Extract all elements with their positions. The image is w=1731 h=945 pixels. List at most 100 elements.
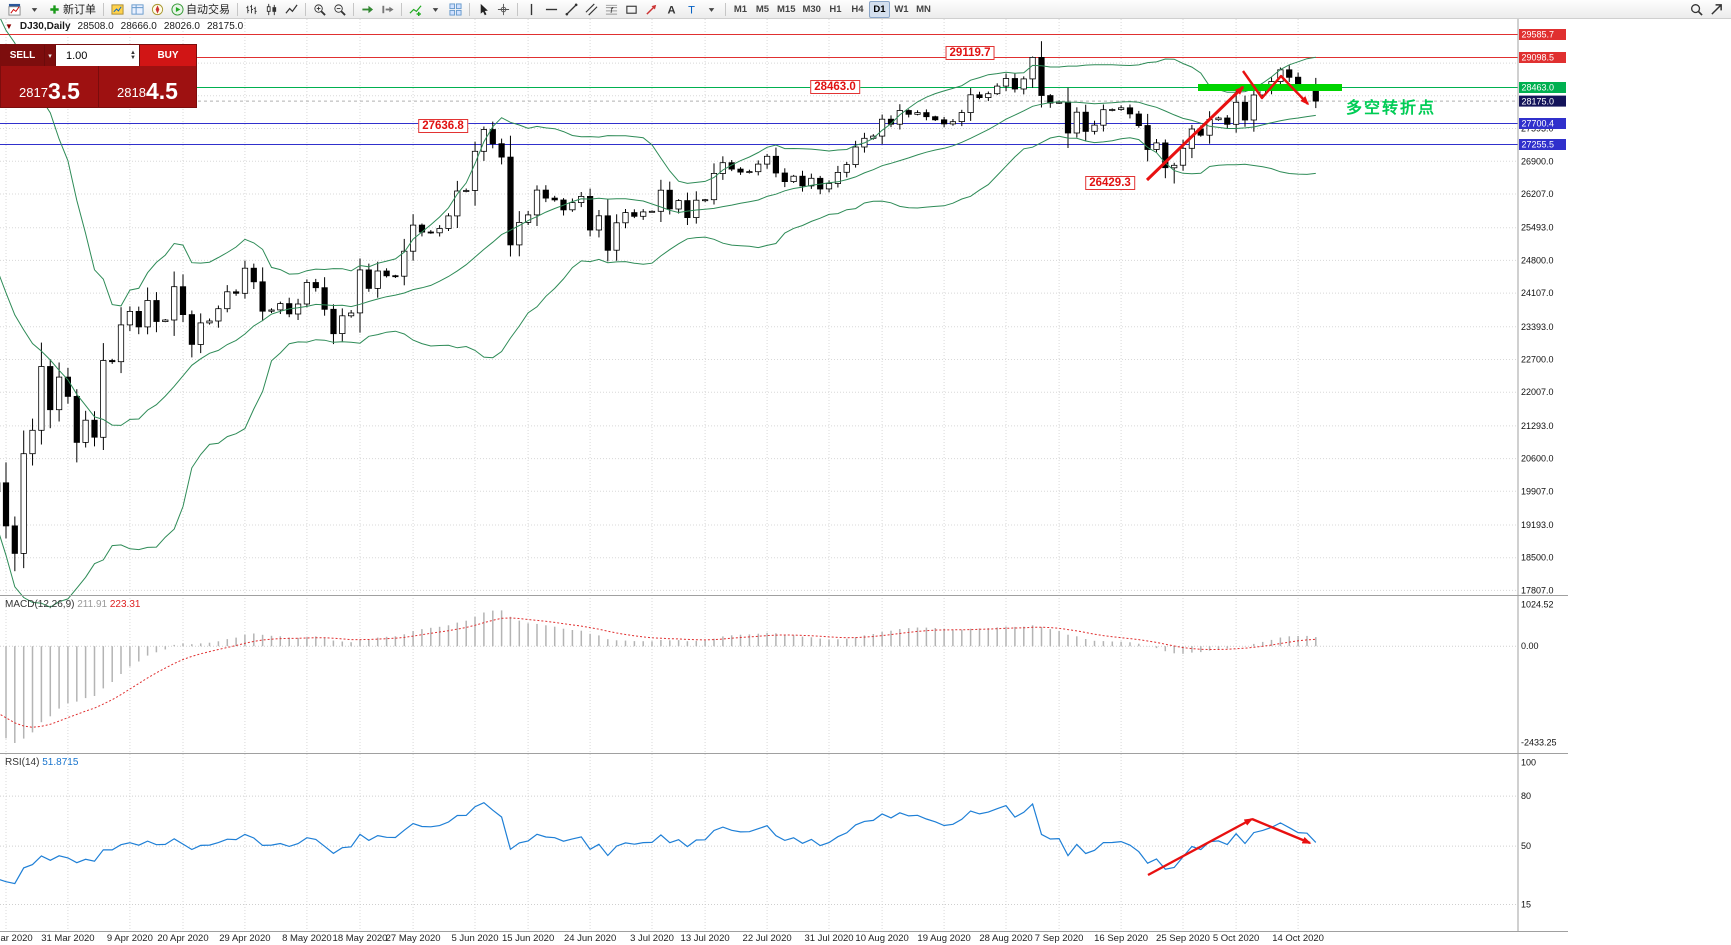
price-callout-28463.0[interactable]: 28463.0: [810, 80, 860, 94]
svg-text:19 Aug 2020: 19 Aug 2020: [917, 933, 970, 944]
timeframe-M15-button[interactable]: M15: [774, 1, 798, 18]
vertical-line-icon[interactable]: [522, 1, 541, 18]
buy-button[interactable]: BUY: [139, 45, 196, 66]
volume-up-icon[interactable]: ▲: [130, 49, 136, 56]
svg-text:31 Mar 2020: 31 Mar 2020: [41, 933, 94, 944]
zoom-in-icon[interactable]: [310, 1, 329, 18]
svg-text:26207.0: 26207.0: [1521, 189, 1554, 199]
trend-arrows[interactable]: [1145, 70, 1310, 182]
svg-text:A: A: [667, 4, 675, 15]
text-icon[interactable]: A: [662, 1, 681, 18]
trendline-icon[interactable]: [562, 1, 581, 18]
navigator-icon[interactable]: [148, 1, 167, 18]
horizontal-line-icon-glyph: [545, 3, 558, 16]
annotation-note-text[interactable]: 多空转折点: [1346, 100, 1437, 117]
timeframe-W1-button[interactable]: W1: [891, 1, 912, 18]
horizontal-line-icon[interactable]: [542, 1, 561, 18]
svg-text:29098.5: 29098.5: [1522, 53, 1555, 63]
collapse-trade-panel-icon[interactable]: ▼: [5, 22, 13, 31]
timeframe-M1-button[interactable]: M1: [730, 1, 751, 18]
shapes-icon-glyph: [625, 3, 638, 16]
svg-text:27255.5: 27255.5: [1522, 140, 1555, 150]
sell-price[interactable]: 2817 3.5: [1, 66, 99, 107]
symbol-period-label: DJ30,Daily: [19, 21, 71, 32]
text-label-icon[interactable]: T: [682, 1, 701, 18]
candlestick-chart-icon[interactable]: [262, 1, 281, 18]
timeframe-H1-button[interactable]: H1: [825, 1, 846, 18]
svg-text:22700.0: 22700.0: [1521, 355, 1554, 365]
timeframe-M30-button-label: M30: [802, 3, 821, 15]
svg-text:100: 100: [1521, 758, 1536, 768]
cursor-icon[interactable]: [474, 1, 493, 18]
zoom-out-icon[interactable]: [330, 1, 349, 18]
svg-text:15: 15: [1521, 900, 1531, 910]
svg-text:19193.0: 19193.0: [1521, 520, 1554, 530]
svg-text:14 Oct 2020: 14 Oct 2020: [1272, 933, 1324, 944]
toolbar-separator: [517, 2, 518, 16]
timeframe-M30-button[interactable]: M30: [799, 1, 823, 18]
macd-indicator-label: MACD(12,26,9) 211.91 223.31: [5, 599, 140, 610]
timeframe-H4-button-label: H4: [851, 3, 864, 15]
svg-text:22 Jul 2020: 22 Jul 2020: [743, 933, 792, 944]
line-chart-icon[interactable]: [282, 1, 301, 18]
rsi-indicator-label: RSI(14) 51.8715: [5, 757, 78, 768]
time-axis[interactable]: 20 Mar 2020 31 Mar 2020 9 Apr 2020 20 Apr 2…: [0, 933, 1324, 944]
chart-list-dropdown-icon[interactable]: [25, 1, 44, 18]
sell-price-lead: 2817: [19, 85, 48, 100]
price-callout-26429.3[interactable]: 26429.3: [1085, 176, 1135, 190]
svg-text:29585.7: 29585.7: [1522, 30, 1555, 40]
auto-scroll-icon[interactable]: [358, 1, 377, 18]
timeframe-MN-button[interactable]: MN: [913, 1, 934, 18]
price-callout-29119.7[interactable]: 29119.7: [945, 46, 995, 60]
tile-windows-icon-glyph: [449, 2, 462, 16]
fibonacci-icon[interactable]: f: [602, 1, 621, 18]
objects-dropdown-icon-glyph: [705, 3, 718, 16]
new-chart-icon[interactable]: [5, 1, 24, 18]
open-in-window-icon[interactable]: [1707, 1, 1726, 18]
volume-down-icon[interactable]: ▼: [130, 54, 136, 61]
chart-shift-icon-glyph: [381, 3, 394, 16]
channel-icon[interactable]: [582, 1, 601, 18]
timeframe-D1-button-label: D1: [873, 3, 886, 15]
volume-stepper[interactable]: ▲ ▼: [130, 49, 136, 61]
svg-text:21293.0: 21293.0: [1521, 421, 1554, 431]
arrows-tool-icon[interactable]: [642, 1, 661, 18]
crosshair-icon[interactable]: [494, 1, 513, 18]
svg-text:-2433.25: -2433.25: [1521, 738, 1557, 748]
tile-windows-icon[interactable]: [446, 1, 465, 18]
macd-name: MACD(12,26,9): [5, 599, 75, 610]
trade-panel-options-icon[interactable]: ▾: [45, 45, 56, 66]
sell-button[interactable]: SELL: [1, 45, 45, 66]
svg-text:8 May 2020: 8 May 2020: [282, 933, 332, 944]
price-axis[interactable]: 17807.0 18500.0 19193.0 19907.0 20600.0 21293…: [1519, 29, 1566, 595]
timeframe-M5-button[interactable]: M5: [752, 1, 773, 18]
indicators-dropdown-icon[interactable]: [426, 1, 445, 18]
timeframe-H4-button[interactable]: H4: [847, 1, 868, 18]
bar-chart-icon[interactable]: [242, 1, 261, 18]
autotrading-button[interactable]: 自动交易: [168, 1, 233, 18]
svg-text:24107.0: 24107.0: [1521, 288, 1554, 298]
panel-separators: [0, 19, 1568, 932]
price-callout-27636.8[interactable]: 27636.8: [418, 119, 468, 133]
shapes-icon[interactable]: [622, 1, 641, 18]
market-watch-icon[interactable]: [108, 1, 127, 18]
data-window-icon[interactable]: [128, 1, 147, 18]
fibonacci-icon-glyph: f: [605, 3, 618, 16]
search-icon[interactable]: [1687, 1, 1706, 18]
volume-value[interactable]: 1.00: [66, 49, 88, 62]
volume-input[interactable]: 1.00 ▲ ▼: [56, 45, 139, 66]
timeframe-D1-button[interactable]: D1: [868, 0, 890, 18]
buy-price-big: 4.5: [145, 78, 178, 104]
indicators-icon[interactable]: [406, 1, 425, 18]
new-order-button[interactable]: 新订单: [45, 1, 99, 18]
svg-text:27700.4: 27700.4: [1522, 119, 1555, 129]
objects-dropdown-icon[interactable]: [702, 1, 721, 18]
buy-price[interactable]: 2818 4.5: [99, 66, 196, 107]
timeframe-MN-button-label: MN: [916, 3, 931, 15]
svg-text:9 Apr 2020: 9 Apr 2020: [107, 933, 153, 944]
chart-shift-icon[interactable]: [378, 1, 397, 18]
svg-text:23393.0: 23393.0: [1521, 322, 1554, 332]
timeframe-W1-button-label: W1: [894, 3, 909, 15]
